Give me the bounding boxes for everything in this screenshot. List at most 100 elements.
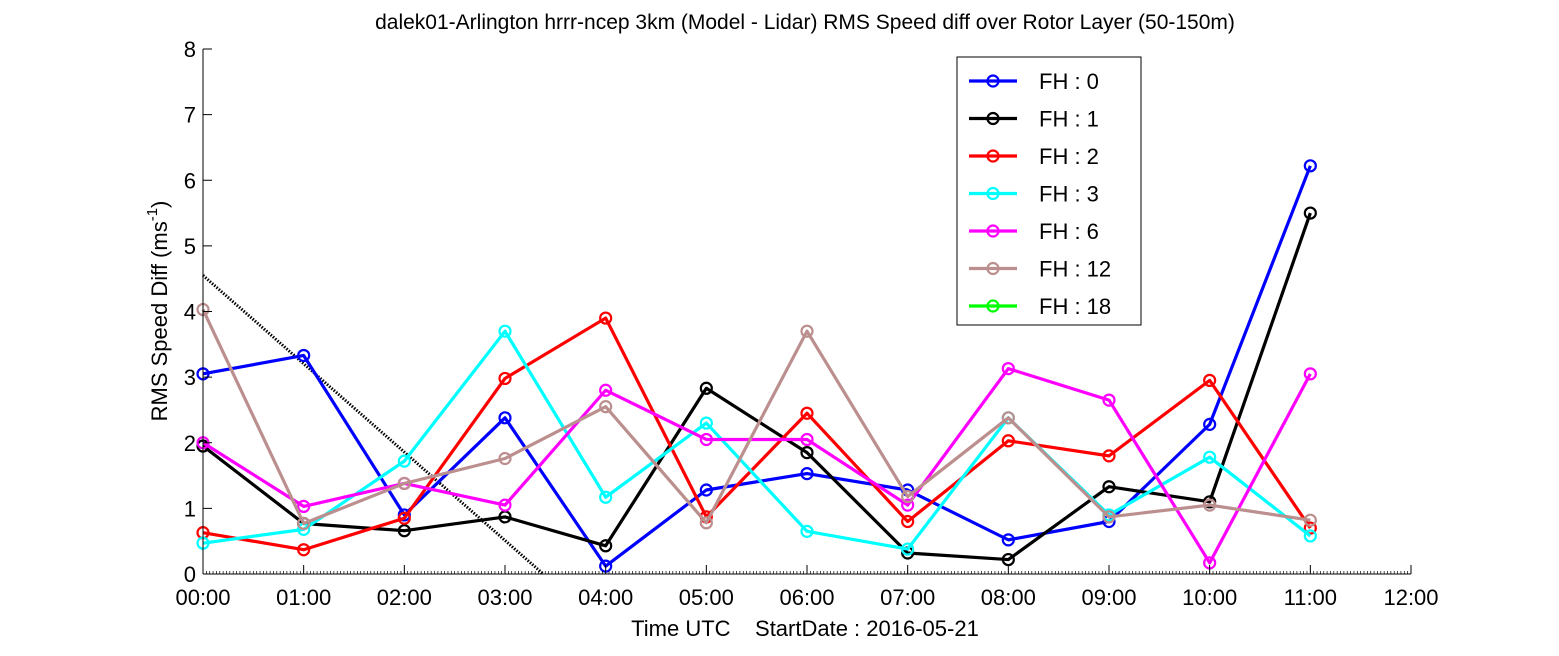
x-tick-label: 10:00 — [1182, 585, 1237, 610]
x-tick-label: 03:00 — [477, 585, 532, 610]
y-tick-label: 1 — [184, 496, 196, 521]
y-axis-label-main: RMS Speed Diff (ms — [147, 221, 172, 421]
legend-entry-label: FH : 0 — [1039, 69, 1099, 94]
legend-swatch-marker — [986, 224, 1000, 238]
data-point — [1203, 417, 1217, 431]
data-point — [800, 445, 814, 460]
legend-swatch-marker — [986, 149, 1000, 163]
legend-entry-label: FH : 1 — [1039, 107, 1099, 132]
data-point — [1102, 480, 1116, 494]
x-tick-label: 07:00 — [880, 585, 935, 610]
data-point — [397, 454, 411, 468]
data-point — [1303, 529, 1317, 543]
plot-area — [203, 49, 1411, 574]
data-point — [1303, 206, 1317, 220]
x-tick-label: 09:00 — [1081, 585, 1136, 610]
x-tick-label: 12:00 — [1383, 585, 1438, 610]
data-point — [800, 524, 814, 538]
data-point — [901, 489, 915, 504]
x-tick-label: 05:00 — [679, 585, 734, 610]
legend-swatch-marker — [986, 186, 1000, 201]
legend-entry-label: FH : 3 — [1039, 182, 1099, 207]
data-point — [1303, 521, 1317, 535]
data-point — [498, 324, 512, 338]
y-tick-label: 6 — [184, 168, 196, 193]
data-point — [599, 311, 613, 325]
data-point — [1001, 361, 1015, 376]
legend-entry-label: FH : 12 — [1039, 257, 1111, 282]
x-minor-ticks — [202, 571, 1412, 574]
data-point — [1001, 434, 1015, 448]
legend-swatch-marker — [986, 261, 1000, 276]
data-point — [800, 432, 814, 447]
series-line — [202, 316, 1312, 552]
y-axis-label: RMS Speed Diff (ms-1) — [144, 201, 172, 422]
data-point — [699, 516, 713, 530]
series-line — [202, 329, 1312, 551]
data-point — [599, 383, 613, 397]
legend-swatch-marker — [986, 111, 1000, 126]
data-point — [800, 466, 814, 481]
data-point — [699, 381, 713, 395]
x-tick-label: 04:00 — [578, 585, 633, 610]
series-line — [202, 212, 1312, 562]
x-tick-label: 06:00 — [779, 585, 834, 610]
legend-swatch-marker — [986, 299, 1000, 313]
y-ticks: 0 1 2 3 4 5 6 7 8 — [184, 37, 212, 587]
y-tick-label: 2 — [184, 431, 196, 456]
data-point — [498, 371, 512, 386]
data-point — [297, 499, 311, 514]
data-point — [397, 524, 411, 538]
series-2 — [196, 311, 1317, 557]
x-tick-label: 11:00 — [1284, 585, 1337, 610]
data-point — [1102, 393, 1116, 407]
y-tick-label: 5 — [184, 234, 196, 259]
data-point — [1303, 513, 1317, 527]
data-point — [800, 324, 814, 338]
legend-entry-label: FH : 18 — [1039, 294, 1111, 319]
data-point — [498, 411, 512, 425]
x-ticks: 00:00 01:00 02:00 03:00 04:00 05:00 06:00 07:00… — [175, 565, 1439, 610]
data-point — [1203, 450, 1217, 464]
x-axis-label: Time UTC StartDate : 2016-05-21 — [631, 616, 979, 641]
y-tick-label: 7 — [184, 103, 196, 128]
data-point — [498, 498, 512, 512]
legend: FH : 0 FH : 1 FH : 2 FH : 3 FH : 6 FH : 12 FH … — [956, 56, 1142, 326]
data-point — [901, 514, 915, 529]
data-point — [297, 348, 311, 363]
data-point — [498, 451, 512, 466]
trend-line — [202, 274, 545, 576]
data-point — [1203, 498, 1217, 512]
series-line — [201, 308, 1311, 526]
data-point — [599, 539, 613, 553]
data-point — [297, 516, 311, 531]
y-axis-label-end: ) — [147, 201, 172, 208]
data-point — [800, 406, 814, 420]
x-tick-label: 01:00 — [276, 585, 331, 610]
data-point — [1102, 449, 1116, 463]
data-point — [1001, 533, 1015, 547]
data-point — [1203, 373, 1217, 388]
y-axis-label-superscript: -1 — [144, 208, 161, 221]
data-point — [1102, 510, 1116, 524]
data-point — [397, 476, 411, 491]
data-point — [699, 483, 713, 497]
data-point — [901, 542, 915, 556]
data-point — [699, 416, 713, 430]
data-point — [599, 490, 613, 504]
y-tick-label: 3 — [184, 365, 196, 390]
x-tick-label: 08:00 — [981, 585, 1036, 610]
legend-entry-label: FH : 2 — [1039, 144, 1099, 169]
trend-line-layer — [202, 274, 545, 576]
chart-title: dalek01-Arlington hrrr-ncep 3km (Model -… — [375, 11, 1235, 34]
y-tick-label: 4 — [184, 300, 196, 325]
data-point — [1303, 159, 1317, 173]
data-point — [1303, 367, 1317, 381]
legend-swatch-marker — [986, 74, 1000, 88]
data-point — [599, 400, 613, 414]
data-point — [297, 543, 311, 557]
y-tick-label: 8 — [184, 37, 196, 62]
legend-entry-label: FH : 6 — [1039, 219, 1099, 244]
data-point — [397, 511, 411, 525]
